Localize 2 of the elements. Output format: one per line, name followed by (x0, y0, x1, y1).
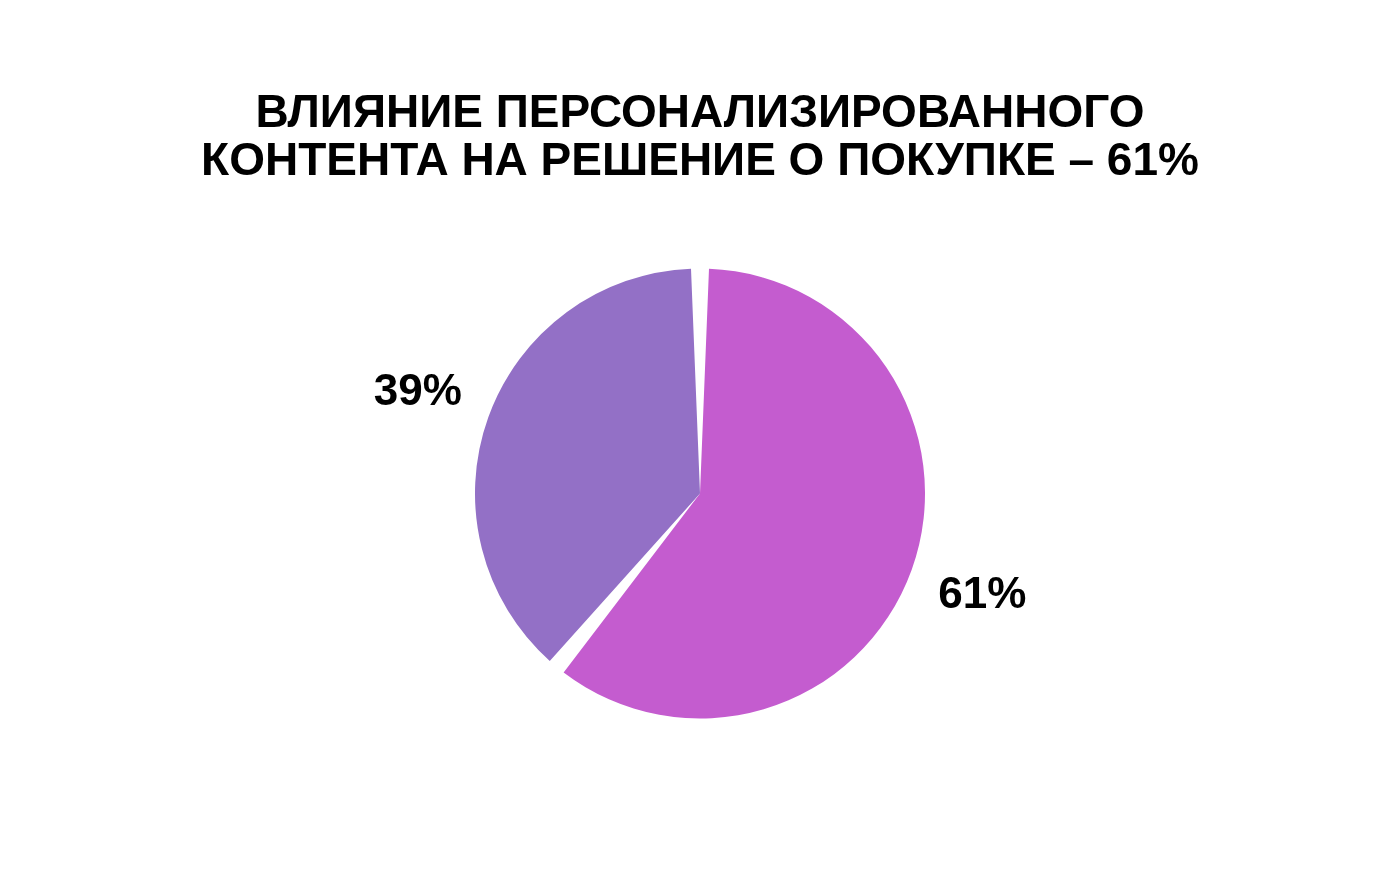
data-label: 61% (938, 568, 1027, 618)
data-label: 39% (373, 364, 462, 414)
